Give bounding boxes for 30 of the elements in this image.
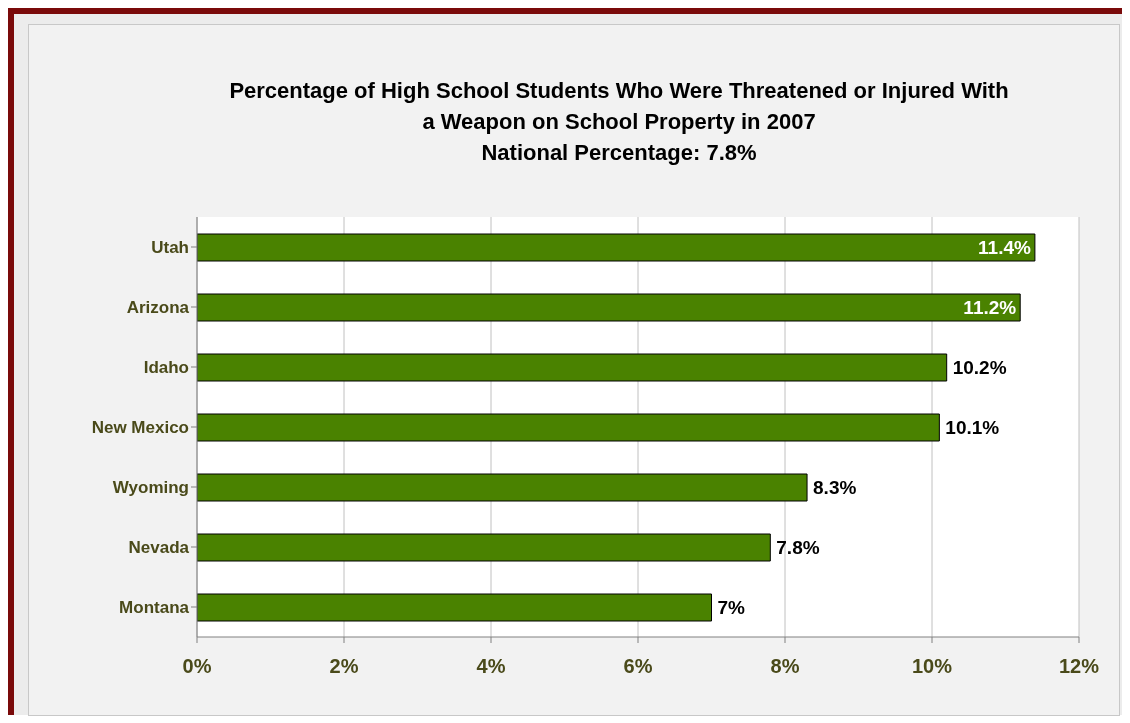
bar [197,353,948,382]
x-tick-label: 2% [329,655,359,678]
data-label: 7% [717,597,746,619]
x-tick-label: 0% [182,655,212,678]
chart-title: Percentage of High School Students Who Were Threatened or Injured With a Weapon on School Property in 2007 [229,77,1009,136]
data-label: 8.3% [813,477,857,499]
bar [197,533,771,562]
data-label: 11.2% [963,297,1017,319]
bar [197,293,1021,322]
x-tick-label: 4% [476,655,506,678]
y-tick-label: Arizona [126,298,190,318]
bar [197,233,1036,262]
data-label: 7.8% [776,537,820,559]
y-tick-label: Montana [119,598,190,618]
x-tick-label: 10% [911,655,953,678]
y-tick-label: Idaho [143,358,189,378]
x-tick-label: 8% [770,655,800,678]
data-label: 10.2% [952,357,1007,379]
x-tick-label: 12% [1058,655,1100,678]
y-tick-label: New Mexico [91,418,189,438]
y-tick-label: Nevada [128,538,190,558]
chart-subtitle: National Percentage: 7.8% [480,139,758,167]
y-tick-label: Utah [151,238,189,258]
x-tick-label: 6% [623,655,653,678]
data-label: 10.1% [945,417,1000,439]
y-tick-label: Wyoming [112,478,189,498]
bar [197,473,808,502]
data-label: 11.4% [978,237,1031,259]
bar [197,413,940,442]
bar [197,593,712,622]
